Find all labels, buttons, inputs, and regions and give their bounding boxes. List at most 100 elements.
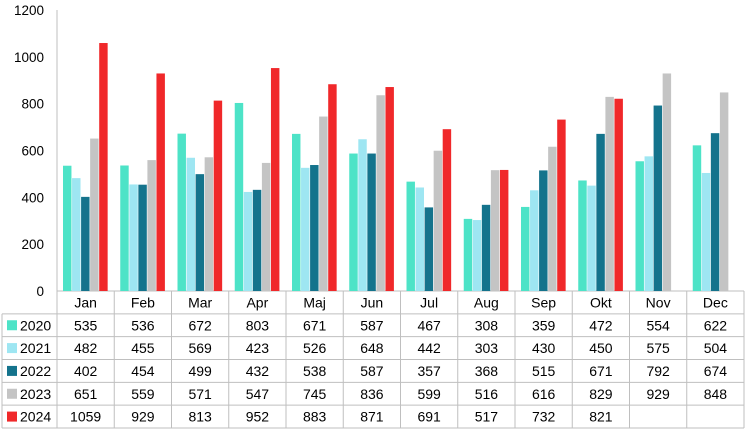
legend-key-2022 [7,365,17,376]
data-table-cell: 651 [74,386,98,402]
bar-2023-Jan [90,138,99,291]
bar-2023-Mar [204,157,214,291]
data-table-cell: 359 [532,317,556,333]
bar-2022-Feb [138,184,147,291]
data-table-cell: 308 [475,317,499,333]
bar-2022-Jul [424,207,434,291]
data-table-cell: 732 [532,409,556,425]
data-table-cell: 569 [188,340,212,356]
bar-2021-Feb [129,184,138,291]
y-tick-label: 200 [21,237,44,252]
y-tick-label: 400 [21,190,44,205]
data-table-cell: 672 [188,317,212,333]
data-table-cell: 671 [303,317,327,333]
data-table-cell: 813 [188,409,212,425]
data-table-cell: 504 [704,340,728,356]
legend-label: 2022 [20,363,51,379]
data-table-cell: 515 [532,363,556,379]
data-table-cell: 472 [589,317,613,333]
data-table-cell: 516 [475,386,499,402]
bar-2023-Feb [147,160,156,291]
data-table-cell: 423 [246,340,270,356]
x-tick-label: Apr [246,294,268,310]
bar-2021-Aug [472,220,482,291]
legend-label: 2020 [20,317,51,333]
bar-2020-Maj [292,133,301,291]
data-table-cell: 450 [589,340,613,356]
y-tick-label: 1000 [14,50,44,65]
data-table-cell: 402 [74,363,98,379]
bar-2024-Apr [270,68,280,291]
bar-2022-Jan [81,196,90,291]
data-table-cell: 467 [417,317,441,333]
chart-bars [63,43,729,292]
bar-2024-Jan [99,43,108,291]
data-table-cell: 554 [646,317,670,333]
data-table-cell: 575 [646,340,670,356]
bar-2023-Apr [261,162,271,291]
bar-2024-Jul [442,129,452,291]
data-table-cell: 587 [360,363,384,379]
data-table: Jan Feb Mar Apr Maj Jun Jul Aug Sep Okt Nov Dec 2020… [1,291,745,429]
data-table-cell: 587 [360,317,384,333]
legend-key-2020 [7,320,17,331]
bar-2023-Aug [490,170,500,291]
data-table-cell: 871 [360,409,384,425]
bar-2020-Jun [349,153,358,291]
bar-2024-Okt [614,98,623,291]
data-table-cell: 536 [131,317,155,333]
bar-2021-Jul [415,187,424,291]
bar-2021-Sep [530,190,539,291]
legend-label: 2024 [20,409,51,425]
bar-2022-Mar [195,174,205,291]
bar-2020-Sep [521,206,530,291]
legend-label: 2023 [20,386,51,402]
x-tick-label: Mar [188,294,212,310]
bar-2020-Apr [234,102,244,292]
data-table-cell: 1059 [70,409,101,425]
bar-2021-Apr [243,191,253,291]
bar-2022-Dec [710,133,720,291]
bar-2022-Maj [310,165,319,291]
y-tick-label: 600 [21,144,44,159]
bar-2020-Jan [63,165,72,291]
bar-2022-Nov [653,105,663,291]
data-table-cell: 622 [704,317,728,333]
data-table-cell: 836 [360,386,384,402]
bar-2020-Jul [406,181,415,291]
bar-2023-Dec [719,92,729,292]
x-tick-label: Feb [131,294,155,310]
data-table-cell: 792 [646,363,670,379]
x-tick-label: Aug [474,294,499,310]
bar-2022-Aug [481,204,491,291]
bar-2024-Sep [557,119,566,291]
data-table-cell: 517 [475,409,499,425]
data-table-cell: 499 [188,363,212,379]
data-table-cell: 952 [246,409,270,425]
data-table-cell: 559 [131,386,155,402]
x-tick-label: Jan [74,294,97,310]
bar-2023-Sep [548,146,557,291]
data-table-cell: 848 [704,386,728,402]
bar-2021-Mar [186,157,195,291]
bar-2022-Sep [539,170,548,291]
x-tick-label: Sep [531,294,556,310]
data-table-cell: 526 [303,340,327,356]
data-table-cell: 929 [131,409,155,425]
data-table-cell: 803 [246,317,270,333]
x-tick-label: Nov [646,294,671,310]
data-table-cell: 571 [188,386,212,402]
data-table-cell: 357 [417,363,441,379]
bar-2023-Jul [433,150,443,291]
legend-key-2023 [7,388,17,399]
data-table-cell: 442 [417,340,441,356]
bar-2021-Okt [587,185,596,292]
bar-2020-Nov [635,161,644,291]
bar-2024-Maj [328,84,337,291]
bar-2021-Jan [72,178,81,291]
data-table-cell: 745 [303,386,327,402]
bar-2023-Maj [319,116,328,291]
bar-2020-Okt [578,180,587,291]
bar-2021-Maj [301,167,310,291]
bar-2020-Mar [177,133,186,291]
